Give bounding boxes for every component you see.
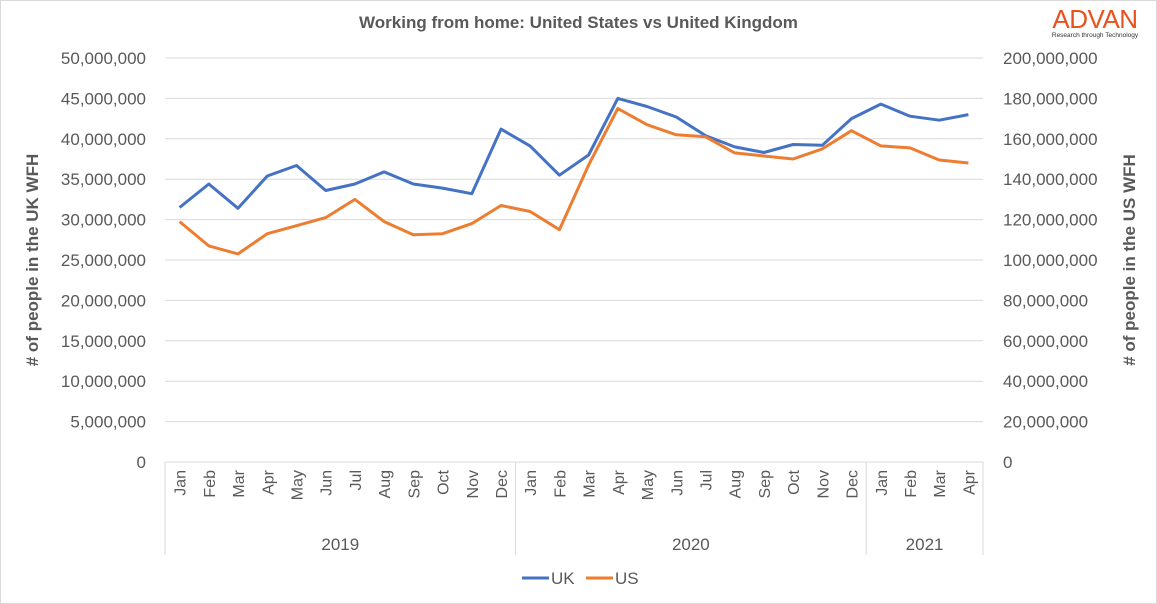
x-tick-label: Feb: [903, 470, 920, 498]
logo-name: ADVAN: [1052, 4, 1138, 34]
x-tick-label: Jul: [698, 470, 715, 490]
x-axis: Jan Feb Mar Apr May Jun Jul Aug Sep Oct Nov Dec Jan F…: [164, 461, 984, 555]
x-tick-label: Oct: [436, 469, 453, 494]
y-tick-label: 5,000,000: [70, 413, 146, 432]
x-tick-label: Aug: [728, 470, 745, 498]
legend: UK US: [522, 569, 639, 588]
x-tick-label: Mar: [932, 469, 949, 497]
x-tick-label: Jul: [348, 470, 365, 490]
y-tick-label: 35,000,000: [61, 170, 146, 189]
legend-label-uk: UK: [551, 569, 575, 588]
x-tick-label: Sep: [757, 470, 774, 499]
y2-tick-label: 180,000,000: [1003, 89, 1098, 108]
y2-tick-label: 200,000,000: [1003, 49, 1098, 68]
x-tick-label: Jan: [874, 470, 891, 496]
y2-tick-label: 20,000,000: [1003, 413, 1088, 432]
x-tick-label: Apr: [611, 469, 628, 495]
series-lines: [178, 96, 969, 256]
series-line-uk: [178, 96, 969, 210]
y2-tick-label: 60,000,000: [1003, 332, 1088, 351]
y-tick-label: 20,000,000: [61, 291, 146, 310]
x-tick-label: Nov: [815, 470, 832, 498]
x-tick-label: Dec: [845, 470, 862, 498]
x-tick-label: Dec: [494, 470, 511, 498]
x-tick-label: May: [289, 470, 306, 500]
x-tick-label: Aug: [377, 470, 394, 498]
y-tick-label: 40,000,000: [61, 130, 146, 149]
x-tick-label: Mar: [231, 469, 248, 497]
y-tick-label: 0: [137, 453, 146, 472]
x-tick-label: Jan: [523, 470, 540, 496]
legend-label-us: US: [615, 569, 639, 588]
x-tick-label: Oct: [786, 469, 803, 494]
y2-tick-label: 120,000,000: [1003, 211, 1098, 230]
advan-logo: ADVAN Research through Technology: [1040, 6, 1150, 40]
y2-tick-label: 80,000,000: [1003, 291, 1088, 310]
x-tick-label: Feb: [202, 470, 219, 498]
right-y-axis: 0 20,000,000 40,000,000 60,000,000 80,000,00…: [1003, 49, 1098, 472]
y2-tick-label: 40,000,000: [1003, 372, 1088, 391]
x-tick-label: Mar: [582, 469, 599, 497]
y2-tick-label: 0: [1003, 453, 1012, 472]
y-tick-label: 45,000,000: [61, 89, 146, 108]
year-group-label: 2021: [906, 535, 944, 554]
chart-title: Working from home: United States vs Unit…: [359, 13, 798, 32]
year-group-label: 2020: [672, 535, 710, 554]
x-tick-label: Jun: [319, 470, 336, 496]
y-tick-label: 25,000,000: [61, 251, 146, 270]
left-y-axis-title: # of people in the UK WFH: [23, 154, 42, 367]
gridlines: [165, 57, 983, 423]
series-line-us: [178, 107, 969, 256]
y2-tick-label: 100,000,000: [1003, 251, 1098, 270]
year-group-label: 2019: [321, 535, 359, 554]
y-tick-label: 50,000,000: [61, 49, 146, 68]
right-y-axis-title: # of people in the US WFH: [1120, 154, 1139, 366]
x-tick-label: Nov: [465, 470, 482, 498]
x-tick-label: Feb: [552, 470, 569, 498]
y-tick-label: 15,000,000: [61, 332, 146, 351]
left-y-axis: 0 5,000,000 10,000,000 15,000,000 20,000,000…: [61, 49, 146, 472]
y-tick-label: 30,000,000: [61, 211, 146, 230]
x-tick-label: Apr: [961, 469, 978, 495]
y-tick-label: 10,000,000: [61, 372, 146, 391]
x-tick-label: Apr: [260, 469, 277, 495]
logo-tagline: Research through Technology: [1051, 32, 1139, 39]
x-tick-label: May: [640, 470, 657, 500]
y2-tick-label: 140,000,000: [1003, 170, 1098, 189]
x-tick-label: Jan: [173, 470, 190, 496]
y2-tick-label: 160,000,000: [1003, 130, 1098, 149]
x-tick-label: Sep: [406, 470, 423, 499]
x-tick-label: Jun: [669, 470, 686, 496]
